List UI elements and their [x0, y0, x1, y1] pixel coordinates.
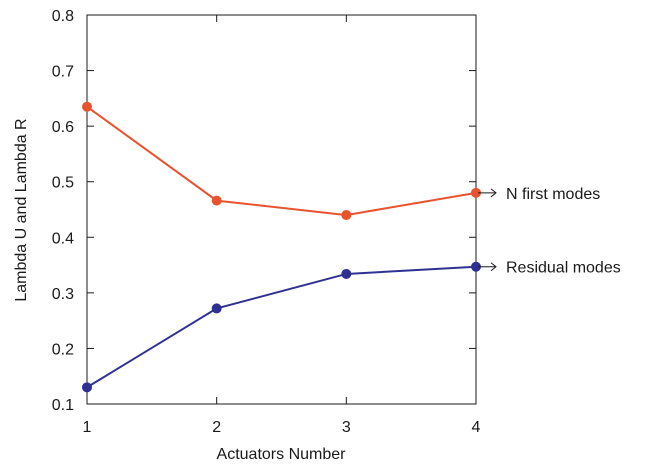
- x-tick-label-0: 1: [83, 419, 92, 436]
- y-tick-label-3: 0.4: [52, 230, 74, 247]
- annotation-label-1: Residual modes: [506, 260, 621, 277]
- axis-ticks: 0.1 0.2 0.3 0.4 0.5 0.6 0.7 0.8 1 2 3 4: [52, 8, 481, 436]
- series-layer: [82, 101, 481, 393]
- series-1-point-2: [341, 268, 352, 279]
- plot-frame: [86, 14, 477, 405]
- series-line-1: [86, 265, 477, 389]
- series-0-point-2: [341, 210, 352, 221]
- series-line-0: [86, 105, 477, 217]
- x-axis-label: Actuators Number: [217, 446, 347, 463]
- series-1-point-0: [82, 382, 92, 393]
- y-tick-label-1: 0.2: [52, 341, 74, 358]
- series-0-point-1: [211, 195, 222, 206]
- annotation-arrow-head-1: [490, 262, 497, 272]
- y-axis-label: Lambda U and Lambda R: [13, 118, 30, 301]
- series-0-point-0: [82, 101, 92, 112]
- annotation-layer: N first modes Residual modes: [478, 186, 621, 277]
- x-tick-label-1: 2: [212, 419, 221, 436]
- series-1-point-1: [211, 303, 222, 314]
- series-0-point-3: [471, 187, 481, 198]
- series-1-point-3: [471, 261, 481, 272]
- y-tick-label-6: 0.7: [52, 64, 74, 81]
- y-tick-label-7: 0.8: [52, 8, 74, 25]
- annotation-arrow-head-0: [490, 188, 497, 198]
- y-tick-label-4: 0.5: [52, 175, 74, 192]
- y-tick-label-2: 0.3: [52, 286, 74, 303]
- y-tick-label-5: 0.6: [52, 119, 74, 136]
- y-tick-label-0: 0.1: [52, 397, 74, 414]
- annotation-label-0: N first modes: [506, 186, 600, 203]
- x-tick-label-3: 4: [472, 419, 481, 436]
- x-tick-label-2: 3: [342, 419, 351, 436]
